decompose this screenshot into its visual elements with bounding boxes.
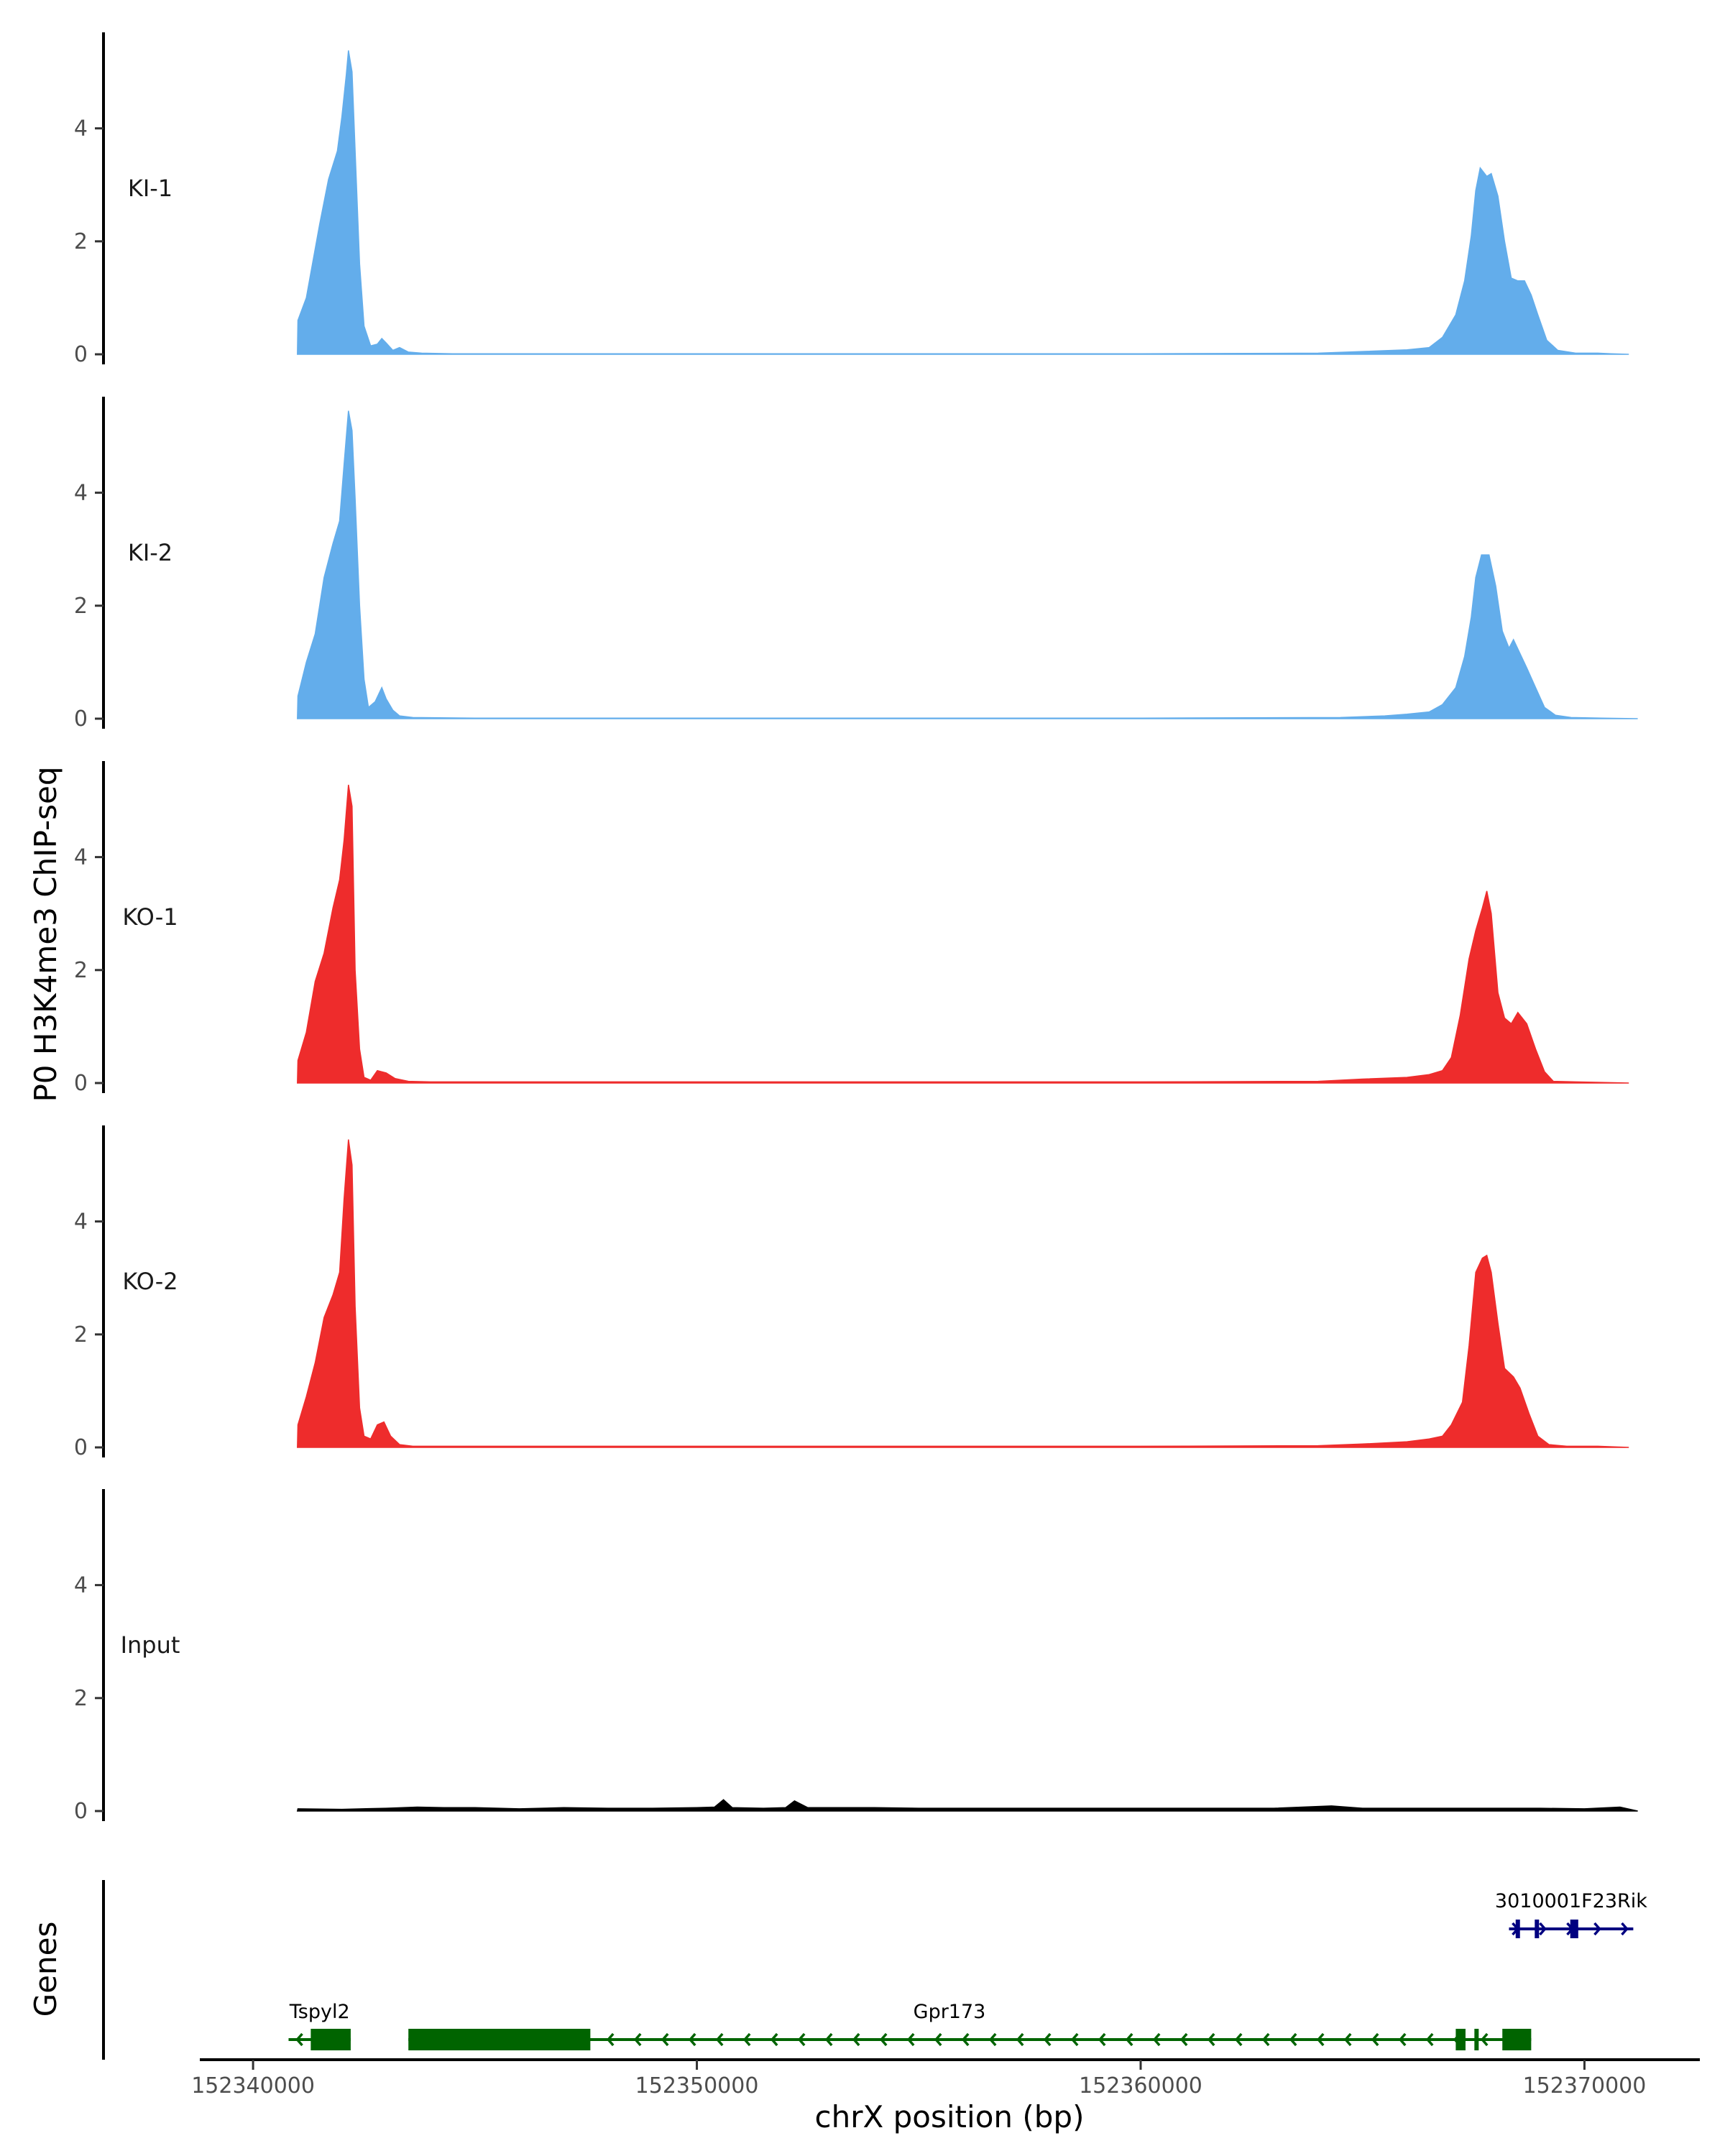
strand-arrow-gpr173 — [688, 2032, 696, 2047]
strand-arrow-gpr173 — [934, 2032, 942, 2047]
signal-area-ki-1 — [297, 50, 1629, 355]
track-label-input: Input — [121, 1631, 180, 1659]
strand-arrow-gpr173 — [770, 2032, 778, 2047]
track-ki-2: 0 2 4 KI-2 — [74, 397, 1638, 732]
gene-label-gpr173: Gpr173 — [914, 2001, 986, 2023]
gene-gpr173: Gpr173 — [408, 2001, 1532, 2050]
strand-arrow-gpr173 — [1289, 2032, 1297, 2047]
strand-arrow-gpr173 — [1152, 2032, 1161, 2047]
exon-3010001f23rik-1 — [1535, 1920, 1540, 1938]
strand-arrow-gpr173 — [1125, 2032, 1133, 2047]
y-tick-label-ko-1-0: 0 — [74, 1071, 88, 1096]
exon-gpr173-0 — [408, 2029, 591, 2050]
strand-arrow-gpr173 — [824, 2032, 833, 2047]
y-tick-label-input-0: 0 — [74, 1799, 88, 1824]
signal-area-ki-2 — [297, 410, 1638, 719]
y-axis-title: P0 H3K4me3 ChIP-seq — [28, 766, 63, 1102]
y-tick-label-ki-1-4: 4 — [74, 116, 88, 142]
y-tick-label-ki-2-2: 2 — [74, 594, 88, 619]
exon-3010001f23rik-2 — [1570, 1920, 1578, 1938]
strand-arrow-gpr173 — [1043, 2032, 1052, 2047]
track-label-ki-2: KI-2 — [128, 539, 172, 566]
signal-area-ko-2 — [297, 1139, 1629, 1448]
signal-area-input — [296, 1799, 1638, 1812]
strand-arrow-gpr173 — [1016, 2032, 1024, 2047]
exon-3010001f23rik-0 — [1515, 1920, 1520, 1938]
exon-tspyl2-0 — [310, 2029, 351, 2050]
strand-arrow-gpr173 — [1316, 2032, 1325, 2047]
y-tick-label-input-4: 4 — [74, 1573, 88, 1598]
track-label-ko-1: KO-1 — [122, 903, 178, 931]
strand-arrow-gpr173 — [879, 2032, 888, 2047]
y-tick-label-ki-2-4: 4 — [74, 481, 88, 506]
strand-arrow-gpr173 — [1480, 2032, 1489, 2047]
x-tick-label-3: 152370000 — [1523, 2073, 1647, 2099]
exon-gpr173-3 — [1502, 2029, 1532, 2050]
signal-tracks: 0 2 4 KI-1 0 2 4 KI-2 0 2 4 KO-1 0 2 4 KO-2 0 2 4 Input — [74, 32, 1638, 1824]
track-ki-1: 0 2 4 KI-1 — [74, 32, 1629, 367]
strand-arrow-gpr173 — [906, 2032, 915, 2047]
strand-arrow-3010001f23rik — [1621, 1922, 1629, 1936]
y-tick-label-ko-1-4: 4 — [74, 845, 88, 870]
strand-arrow-gpr173 — [715, 2032, 724, 2047]
strand-arrow-gpr173 — [742, 2032, 751, 2047]
strand-arrow-gpr173 — [852, 2032, 860, 2047]
genes-track-label: Genes — [28, 1922, 63, 2017]
y-tick-label-ko-2-0: 0 — [74, 1435, 88, 1460]
exon-gpr173-1 — [1455, 2029, 1466, 2050]
strand-arrow-gpr173 — [1343, 2032, 1352, 2047]
strand-arrow-gpr173 — [1425, 2032, 1434, 2047]
x-axis: 152340000 152350000 152360000 152370000 — [191, 2058, 1700, 2099]
genes-track: Genes Tspyl2 Gpr173 3010001F23Rik — [28, 1880, 1647, 2060]
y-tick-label-ki-2-0: 0 — [74, 706, 88, 732]
strand-arrow-gpr173 — [661, 2032, 669, 2047]
strand-arrow-gpr173 — [633, 2032, 642, 2047]
x-axis-title: chrX position (bp) — [815, 2099, 1085, 2134]
gene-label-3010001f23rik: 3010001F23Rik — [1495, 1890, 1647, 1912]
strand-arrow-3010001f23rik — [1593, 1922, 1601, 1936]
track-ko-1: 0 2 4 KO-1 — [74, 761, 1629, 1096]
strand-arrow-gpr173 — [1098, 2032, 1106, 2047]
exon-gpr173-2 — [1474, 2029, 1479, 2050]
y-tick-label-ki-1-2: 2 — [74, 229, 88, 254]
x-tick-label-2: 152360000 — [1079, 2073, 1202, 2099]
strand-arrow-gpr173 — [1207, 2032, 1215, 2047]
strand-arrow-gpr173 — [797, 2032, 806, 2047]
x-tick-label-0: 152340000 — [191, 2073, 315, 2099]
track-ko-2: 0 2 4 KO-2 — [74, 1125, 1629, 1460]
y-tick-label-ko-1-2: 2 — [74, 958, 88, 983]
strand-arrow-3010001f23rik — [1539, 1922, 1547, 1936]
strand-arrow-gpr173 — [606, 2032, 615, 2047]
x-tick-label-1: 152350000 — [635, 2073, 759, 2099]
gene-tspyl2: Tspyl2 — [288, 2001, 351, 2050]
strand-arrow-gpr173 — [1261, 2032, 1270, 2047]
track-label-ki-1: KI-1 — [128, 175, 172, 202]
y-tick-label-input-2: 2 — [74, 1686, 88, 1711]
strand-arrow-gpr173 — [1234, 2032, 1243, 2047]
track-input: 0 2 4 Input — [74, 1489, 1638, 1824]
gene-3010001f23rik: 3010001F23Rik — [1495, 1890, 1647, 1938]
y-tick-label-ko-2-4: 4 — [74, 1210, 88, 1235]
strand-arrow-gpr173 — [1398, 2032, 1407, 2047]
signal-area-ko-1 — [297, 784, 1629, 1084]
track-label-ko-2: KO-2 — [122, 1268, 178, 1295]
y-tick-label-ko-2-2: 2 — [74, 1322, 88, 1348]
y-tick-label-ki-1-0: 0 — [74, 342, 88, 367]
strand-arrow-gpr173 — [988, 2032, 997, 2047]
gene-label-tspyl2: Tspyl2 — [289, 2001, 350, 2023]
strand-arrow-gpr173 — [1070, 2032, 1079, 2047]
strand-arrow-gpr173 — [1371, 2032, 1379, 2047]
strand-arrow-tspyl2 — [295, 2032, 303, 2047]
strand-arrow-gpr173 — [1179, 2032, 1188, 2047]
strand-arrow-gpr173 — [961, 2032, 970, 2047]
